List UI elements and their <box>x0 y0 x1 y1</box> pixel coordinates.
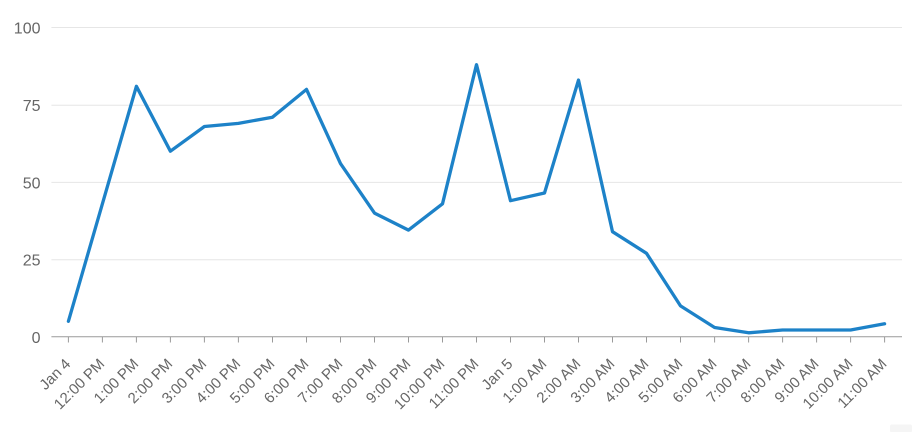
svg-text:100: 100 <box>14 21 41 38</box>
svg-text:75: 75 <box>23 98 41 115</box>
svg-text:25: 25 <box>23 253 41 270</box>
svg-text:0: 0 <box>32 330 41 347</box>
svg-text:50: 50 <box>23 175 41 192</box>
